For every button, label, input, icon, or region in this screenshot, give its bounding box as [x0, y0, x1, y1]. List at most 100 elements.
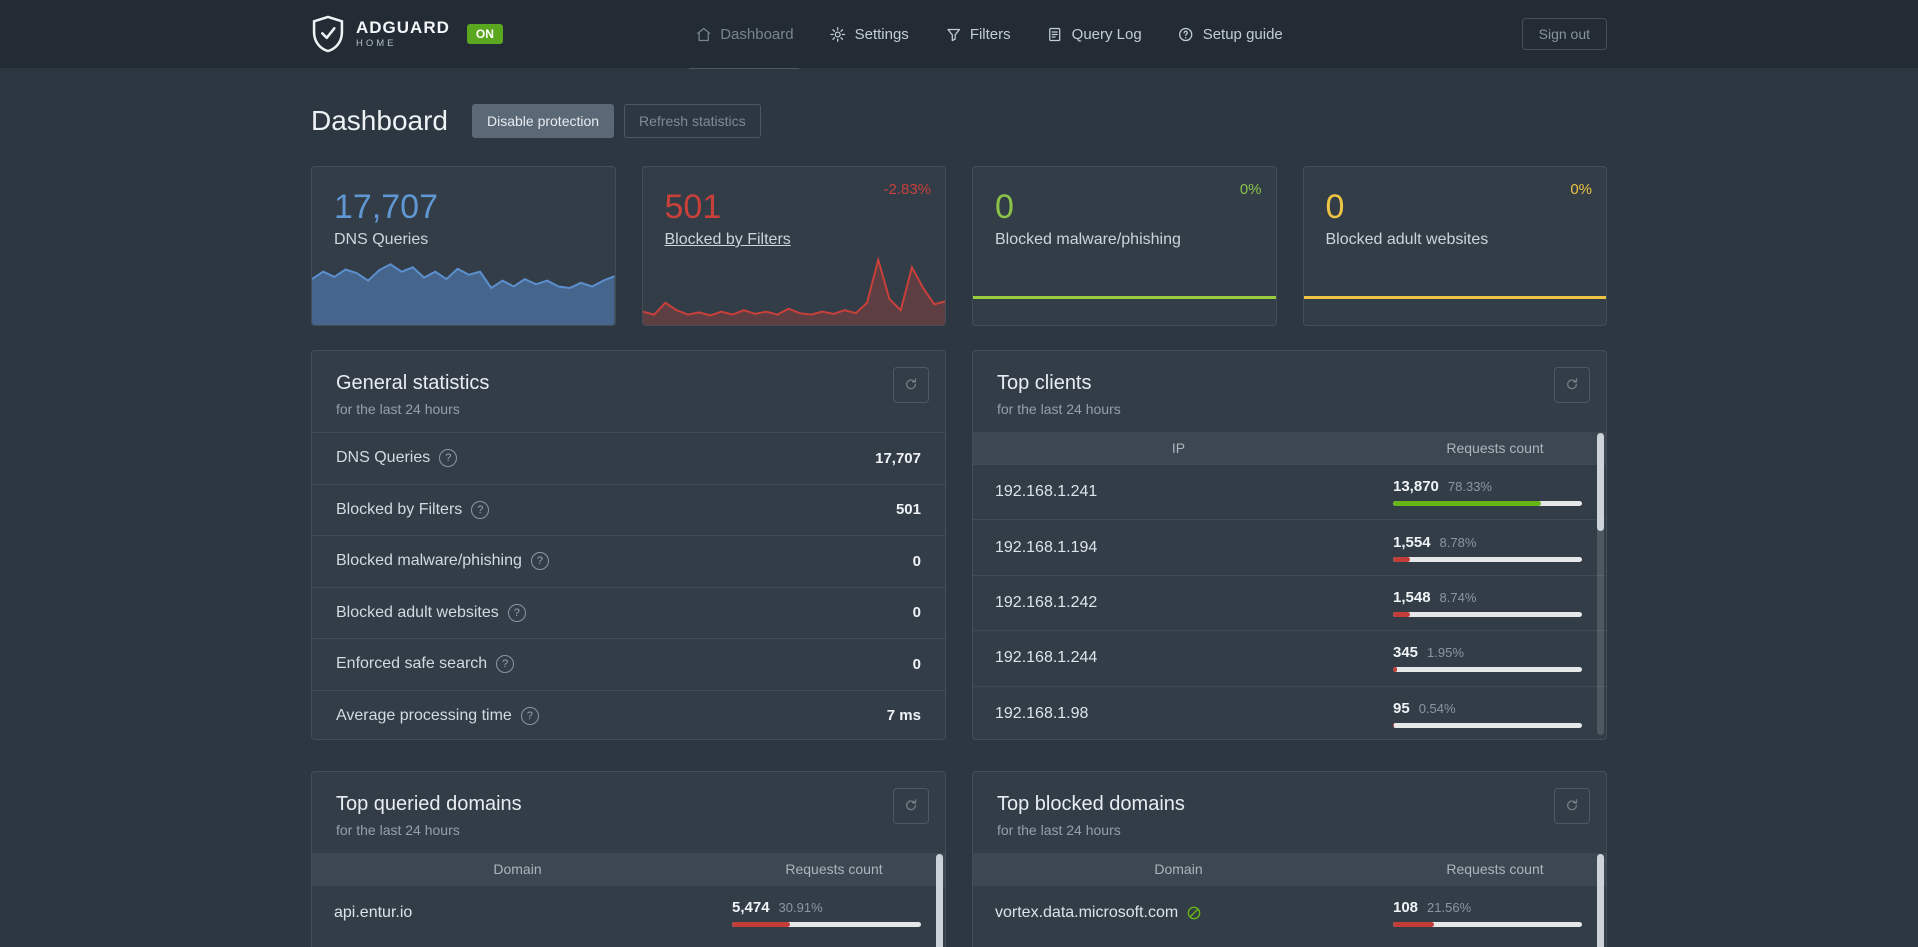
general-statistics-row: Blocked malware/phishing? 0 [312, 535, 945, 587]
card-subtitle: for the last 24 hours [336, 822, 460, 838]
scrollbar-thumb[interactable] [1597, 433, 1604, 531]
disable-protection-button[interactable]: Disable protection [471, 104, 615, 138]
stat-row-label: Blocked malware/phishing [336, 552, 522, 570]
card-subtitle: for the last 24 hours [997, 401, 1121, 417]
requests-count-cell: 1,554 8.78% [1384, 534, 1606, 562]
card-title: General statistics [336, 372, 490, 394]
progress-bar-fill [1393, 556, 1410, 562]
requests-percent: 8.74% [1439, 589, 1477, 605]
scrollbar-thumb[interactable] [936, 854, 943, 947]
domain-text: vortex.data.microsoft.com [995, 904, 1179, 922]
stat-sparkline-chart [312, 251, 615, 325]
help-icon[interactable]: ? [471, 500, 490, 519]
nav-item-label: Setup guide [1202, 25, 1283, 43]
brand-sub: HOME [356, 38, 397, 50]
progress-bar-fill [1393, 501, 1542, 507]
card-refresh-button[interactable] [893, 367, 929, 403]
ip-cell: 192.168.1.98 [973, 705, 1384, 723]
count-line: 5,474 30.91% [732, 899, 921, 916]
stat-cards-row: 17,707 DNS Queries 501 Blocked by Filters -2… [311, 166, 1607, 326]
card-header: Top queried domains for the last 24 hour… [312, 772, 945, 853]
scrollbar[interactable] [936, 854, 943, 947]
requests-count-cell: 5,474 30.91% [723, 899, 945, 928]
help-icon[interactable]: ? [496, 655, 515, 674]
stat-row-label: Blocked by Filters [336, 500, 463, 518]
stat-percent: 0% [1239, 181, 1262, 198]
count-line: 1,548 8.74% [1393, 589, 1582, 606]
scrollbar[interactable] [1597, 433, 1604, 735]
card-header: Top blocked domains for the last 24 hour… [973, 772, 1606, 853]
page-header: Dashboard Disable protection Refresh sta… [311, 104, 1607, 138]
stat-label[interactable]: Blocked by Filters [664, 231, 791, 248]
card-header: General statistics for the last 24 hours [312, 351, 945, 432]
stat-row-value: 7 ms [886, 707, 921, 725]
help-icon[interactable]: ? [520, 706, 539, 725]
column-header-domain: Domain [493, 861, 542, 877]
count-line: 1,554 8.78% [1393, 534, 1582, 551]
blocked-tracker-icon[interactable] [1186, 905, 1202, 921]
general-statistics-row: Average processing time? 7 ms [312, 689, 945, 740]
refresh-icon [1564, 798, 1580, 814]
table-row: 192.168.1.242 1,548 8.74% [973, 574, 1606, 630]
help-icon[interactable]: ? [439, 449, 458, 468]
refresh-statistics-button[interactable]: Refresh statistics [624, 104, 761, 138]
sign-out-button[interactable]: Sign out [1521, 18, 1607, 50]
progress-bar-track [732, 922, 921, 928]
requests-percent: 1.95% [1427, 645, 1464, 661]
scrollbar[interactable] [1597, 854, 1604, 947]
nav-item-label: Dashboard [720, 25, 794, 43]
stat-sparkline-chart [642, 251, 945, 325]
stat-row-value: 0 [912, 552, 921, 570]
top-clients-card: Top clients for the last 24 hours IP Requ… [972, 350, 1607, 740]
requests-count-cell: 95 0.54% [1384, 700, 1606, 728]
top-blocked-domains-card: Top blocked domains for the last 24 hour… [972, 771, 1607, 947]
stat-row-label-wrap: Blocked by Filters? [336, 500, 490, 519]
column-header-domain: Domain [1154, 861, 1203, 877]
stat-row-label: Blocked adult websites [336, 603, 499, 621]
card-subtitle: for the last 24 hours [336, 401, 460, 417]
nav-item-query-log[interactable]: Query Log [1047, 0, 1142, 68]
refresh-icon [903, 798, 919, 814]
progress-bar-fill [1393, 611, 1410, 617]
card-refresh-button[interactable] [893, 788, 929, 824]
main-content: Dashboard Disable protection Refresh sta… [311, 104, 1607, 947]
requests-count: 95 [1393, 699, 1410, 717]
progress-bar-track [1393, 922, 1582, 928]
stat-row-value: 0 [912, 655, 921, 673]
ip-cell: 192.168.1.242 [973, 594, 1384, 612]
requests-percent: 30.91% [778, 900, 823, 916]
top-clients-table: IP Requests count 192.168.1.241 13,870 78.33… [973, 432, 1606, 739]
scrollbar-thumb[interactable] [1597, 854, 1604, 947]
nav-item-filters[interactable]: Filters [945, 0, 1011, 68]
progress-bar-track [1393, 501, 1582, 507]
card-header: Top clients for the last 24 hours [973, 351, 1606, 432]
table-row: 192.168.1.244 345 1.95% [973, 630, 1606, 685]
filter-icon [945, 26, 962, 43]
requests-count: 345 [1393, 644, 1419, 662]
table-row: vortex.data.microsoft.com 108 21.56% [973, 885, 1606, 940]
nav-item-settings[interactable]: Settings [830, 0, 909, 68]
general-statistics-card: General statistics for the last 24 hours… [311, 350, 946, 740]
domain-cell: api.entur.io [312, 904, 723, 922]
nav-item-dashboard[interactable]: Dashboard [689, 0, 801, 69]
requests-count-cell: 345 1.95% [1384, 644, 1606, 673]
table-header-row: IP Requests count [973, 432, 1606, 464]
card-refresh-button[interactable] [1554, 367, 1590, 403]
card-refresh-button[interactable] [1554, 788, 1590, 824]
progress-bar-track [1393, 722, 1582, 728]
requests-count-cell: 13,870 78.33% [1384, 478, 1606, 507]
card-subtitle: for the last 24 hours [997, 822, 1121, 838]
stat-value: 501 [664, 188, 722, 226]
requests-count: 1,548 [1393, 588, 1431, 606]
stat-row-label: DNS Queries [336, 449, 431, 467]
help-circle-icon [1178, 26, 1195, 43]
stat-percent: 0% [1570, 181, 1592, 198]
stat-row-label-wrap: Enforced safe search? [336, 655, 515, 674]
nav-item-setup-guide[interactable]: Setup guide [1178, 0, 1283, 68]
help-icon[interactable]: ? [530, 552, 549, 571]
table-row: 192.168.1.98 95 0.54% [973, 685, 1606, 739]
brand[interactable]: ADGUARD HOME ON [311, 15, 503, 53]
help-icon[interactable]: ? [507, 603, 526, 622]
table-header-row: Domain Requests count [312, 853, 945, 885]
requests-count: 5,474 [732, 899, 770, 917]
